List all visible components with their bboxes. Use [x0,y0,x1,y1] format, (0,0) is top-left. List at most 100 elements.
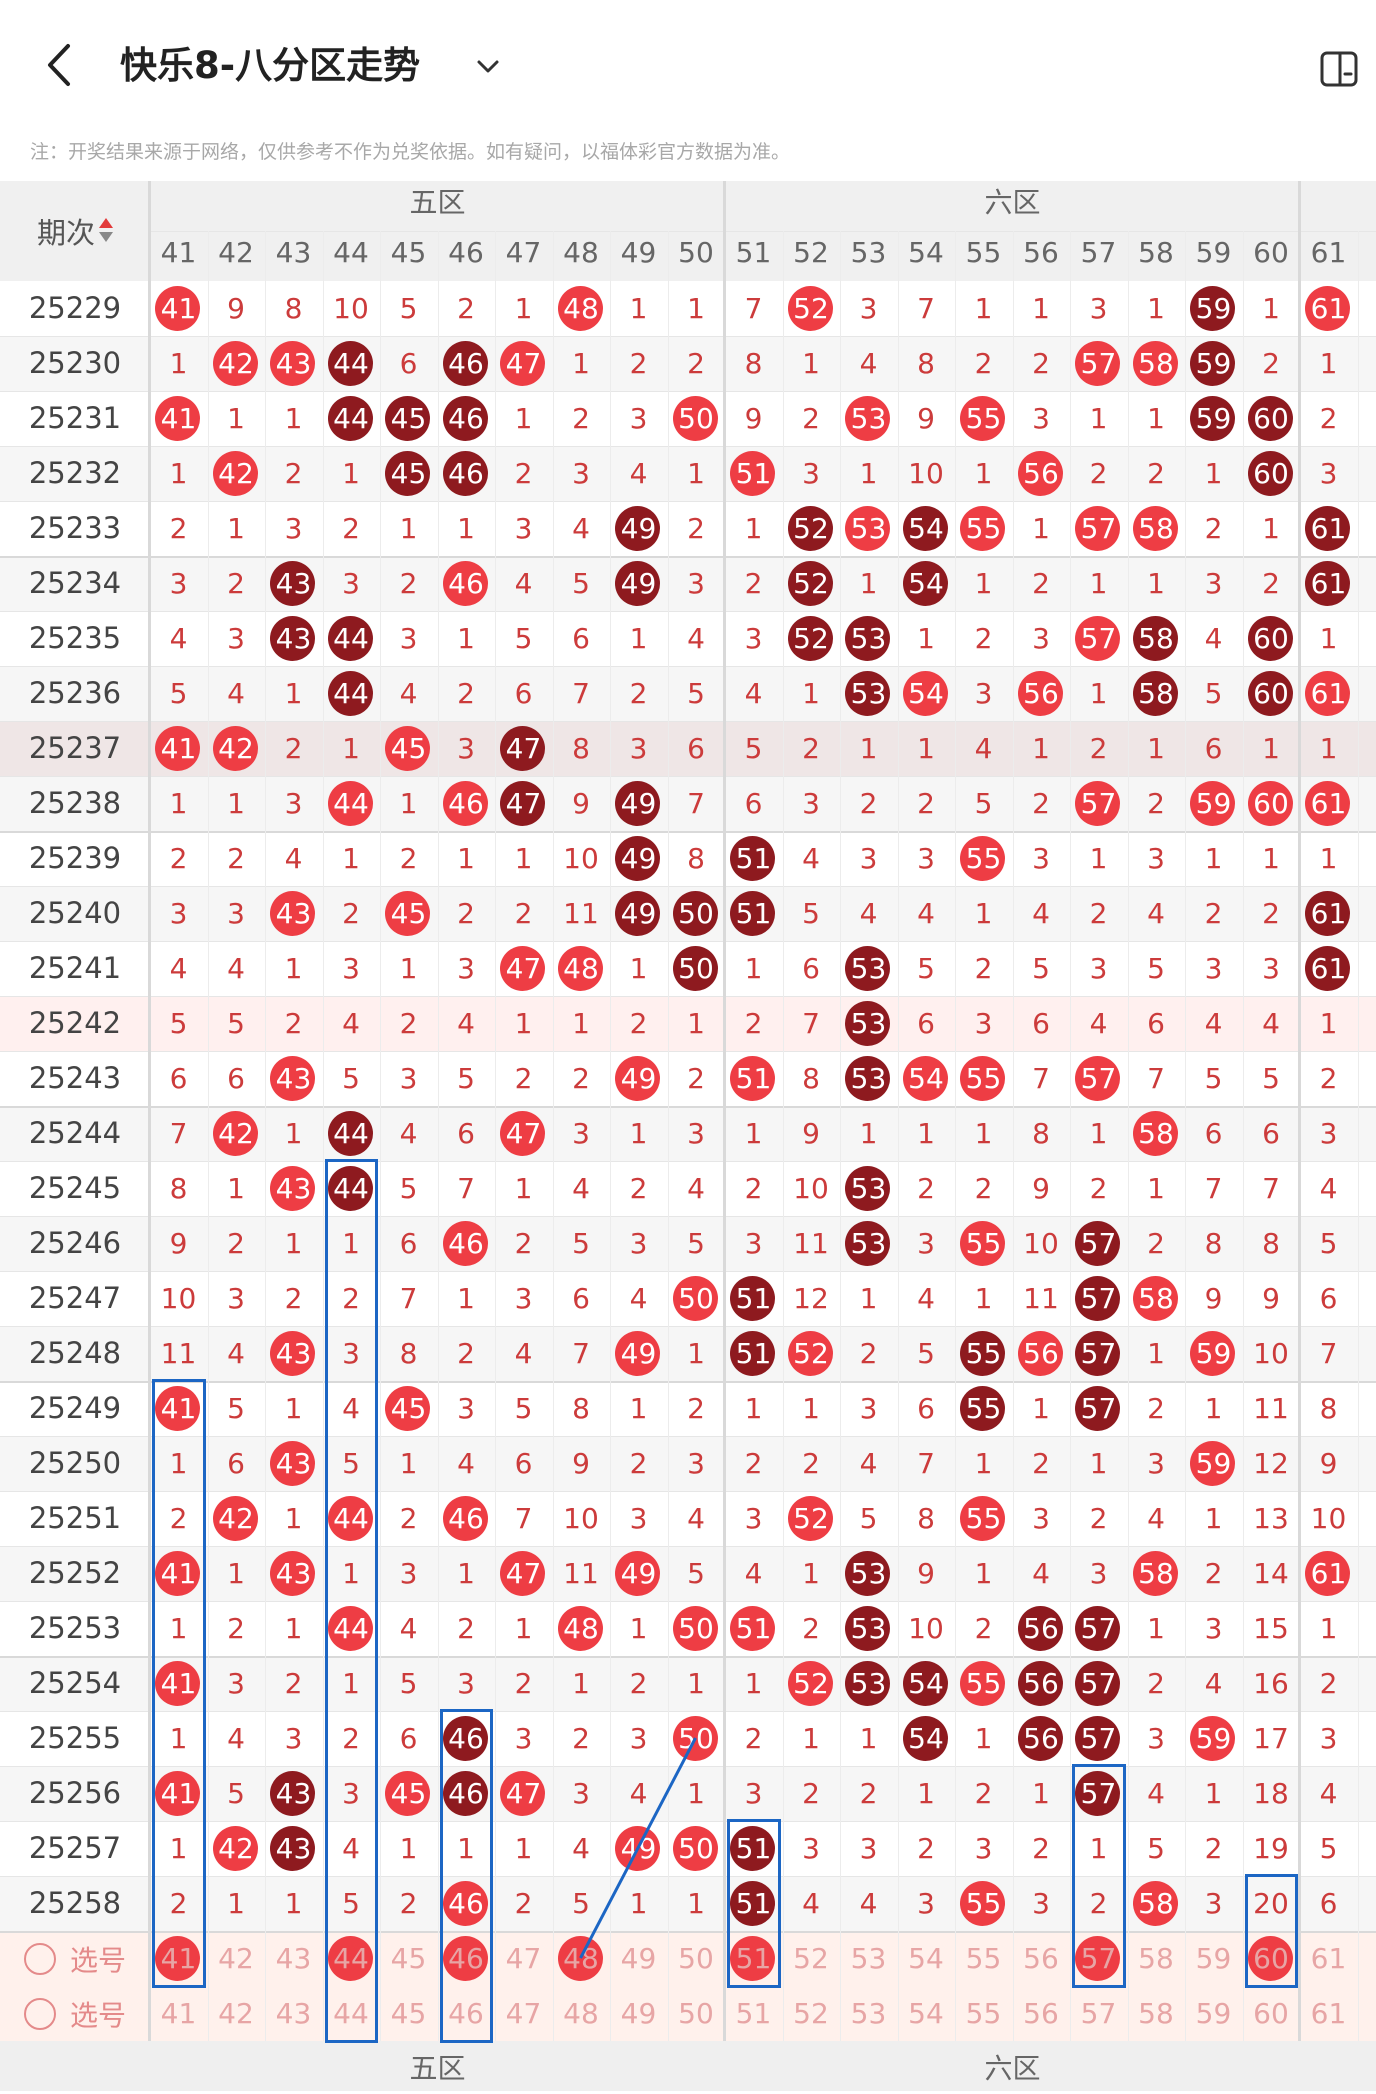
miss-count-cell: 7 [1319,1337,1338,1370]
sort-icon[interactable] [99,216,113,246]
period-column-header[interactable]: 期次 [0,181,150,281]
drawn-number-ball: 54 [898,1656,955,1711]
miss-count-cell: 5 [1147,1832,1165,1865]
selectable-number[interactable]: 59 [1195,1997,1232,2030]
column-divider [380,231,381,2091]
miss-count-cell: 5 [1319,1832,1338,1865]
selected-number-ball[interactable]: 48 [553,1931,610,1986]
selectable-number[interactable]: 54 [908,1997,944,2030]
miss-count-cell: 3 [227,1667,245,1700]
selectable-number[interactable]: 47 [505,1942,542,1975]
selectable-number[interactable]: 49 [620,1942,657,1975]
miss-count-cell: 5 [1032,952,1050,985]
selectable-number[interactable]: 55 [965,1942,1002,1975]
selected-number-ball[interactable]: 60 [1243,1931,1300,1986]
miss-count-cell: 1 [917,1117,935,1150]
selected-number-ball[interactable]: 46 [438,1931,495,1986]
drawn-number-ball: 58 [1128,1876,1185,1931]
selected-number-ball[interactable]: 57 [1070,1931,1127,1986]
selectable-number[interactable]: 60 [1253,1997,1289,2030]
selectable-number[interactable]: 51 [735,1997,772,2030]
miss-count-cell: 2 [1032,1447,1050,1480]
period-cell: 25253 [28,1611,122,1645]
selectable-number[interactable]: 56 [1023,1997,1059,2030]
row-divider [0,391,1376,392]
miss-count-cell: 2 [859,1337,878,1370]
miss-count-cell: 3 [802,1832,820,1865]
selectable-number[interactable]: 58 [1138,1942,1174,1975]
page-title[interactable]: 快乐8-八分区走势 [120,44,421,87]
select-row-label[interactable]: 选号 [0,1986,150,2041]
selectable-number[interactable]: 48 [563,1997,599,2030]
drawn-number-ball: 52 [783,1491,840,1546]
miss-count-cell: 1 [687,1667,705,1700]
selectable-number[interactable]: 41 [160,1997,197,2030]
miss-count-cell: 2 [974,622,993,655]
selectable-number[interactable]: 46 [448,1997,484,2030]
miss-count-cell: 4 [917,897,935,930]
column-header: 52 [793,236,829,269]
back-button[interactable] [40,40,80,90]
selectable-number[interactable]: 54 [908,1942,944,1975]
miss-count-cell: 2 [802,1777,820,1810]
selectable-number[interactable]: 52 [793,1997,829,2030]
selectable-number[interactable]: 58 [1138,1997,1174,2030]
selectable-number[interactable]: 45 [390,1942,427,1975]
selectable-number[interactable]: 43 [275,1997,312,2030]
miss-count-cell: 6 [1262,1117,1280,1150]
miss-count-cell: 1 [974,457,993,490]
period-cell: 25244 [28,1116,122,1150]
trend-table[interactable]: 期次 25229 41 9 8 10 5 2 1 48 1 1 7 52 3 7 1 1 3 1 59 1 61 25230… [0,181,1376,2094]
drawn-number-ball: 57 [1070,1601,1127,1656]
column-header: 57 [1080,236,1117,269]
miss-count-cell: 3 [974,677,993,710]
drawn-number-ball: 46 [438,1766,495,1821]
selectable-number[interactable]: 61 [1310,1997,1347,2030]
table-row [0,556,1376,611]
miss-count-cell: 1 [1032,1392,1050,1425]
drawn-number-ball: 43 [265,886,322,941]
selectable-number[interactable]: 49 [620,1997,657,2030]
radio-icon[interactable] [23,1942,56,1975]
miss-count-cell: 4 [687,622,705,655]
miss-count-cell: 6 [572,622,590,655]
radio-icon[interactable] [23,1997,56,2030]
selectable-number[interactable]: 61 [1310,1942,1347,1975]
selectable-number[interactable]: 57 [1080,1997,1117,2030]
select-row-label[interactable]: 选号 [0,1931,150,1986]
selectable-number[interactable]: 42 [218,1997,254,2030]
selectable-number[interactable]: 43 [275,1942,312,1975]
drawn-number-ball: 55 [955,1491,1012,1546]
selectable-number[interactable]: 42 [218,1942,254,1975]
miss-count-cell: 2 [284,732,303,765]
selectable-number[interactable]: 45 [390,1997,427,2030]
selectable-number[interactable]: 55 [965,1997,1002,2030]
selectable-number[interactable]: 50 [678,1942,714,1975]
sidebar-toggle-button[interactable] [1318,48,1362,92]
miss-count-cell: 5 [1147,952,1165,985]
selectable-number[interactable]: 44 [333,1997,369,2030]
selectable-number[interactable]: 59 [1195,1942,1232,1975]
selected-number-ball[interactable]: 51 [725,1931,782,1986]
selectable-number[interactable]: 56 [1023,1942,1059,1975]
drawn-number-ball: 60 [1243,446,1300,501]
selectable-number[interactable]: 52 [793,1942,829,1975]
miss-count-cell: 3 [917,842,935,875]
drawn-number-ball: 57 [1070,1711,1127,1766]
drawn-number-ball: 55 [955,1326,1012,1381]
miss-count-cell: 2 [974,347,993,380]
miss-count-cell: 1 [169,457,188,490]
selectable-number[interactable]: 53 [850,1942,887,1975]
miss-count-cell: 2 [457,677,475,710]
miss-count-cell: 2 [744,1007,763,1040]
miss-count-cell: 5 [917,952,935,985]
selectable-number[interactable]: 50 [678,1997,714,2030]
drawn-number-ball: 60 [1243,611,1300,666]
selected-number-ball[interactable]: 44 [323,1931,380,1986]
selectable-number[interactable]: 47 [505,1997,542,2030]
selected-number-ball[interactable]: 41 [150,1931,207,1986]
selectable-number[interactable]: 53 [850,1997,887,2030]
title-dropdown-button[interactable] [473,52,503,82]
column-header: 61 [1310,236,1347,269]
miss-count-cell: 1 [1089,402,1108,435]
